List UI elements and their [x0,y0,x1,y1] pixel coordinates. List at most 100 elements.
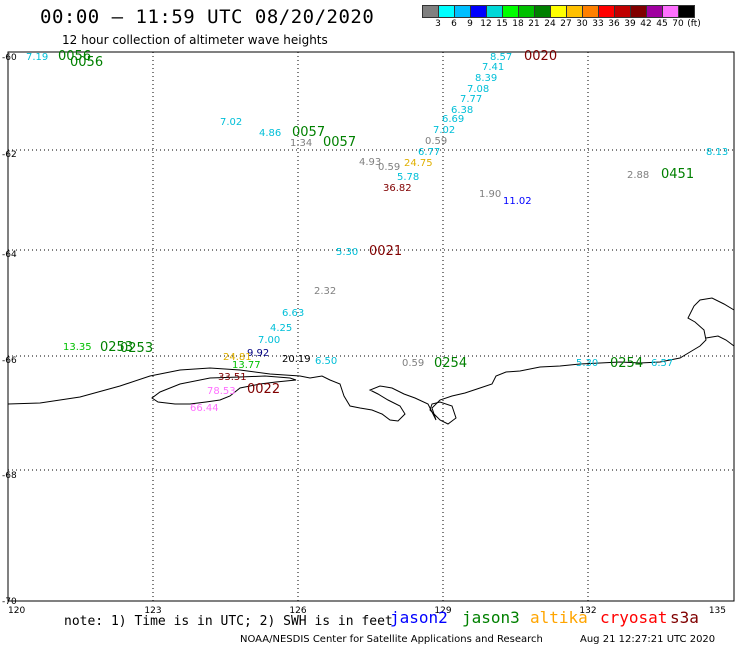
observation-label: 4.25 [270,323,292,334]
observation-label: 0253 [120,341,153,356]
latitude-label: -66 [2,356,17,366]
latitude-labels: -60 -62 -64 -66 -68 -70 [2,53,17,607]
latitude-label: -62 [2,150,17,160]
map-subtitle: 12 hour collection of altimeter wave hei… [62,33,328,47]
longitude-label: 135 [709,606,726,616]
latitude-label: -70 [2,597,17,607]
observation-label: 9.92 [247,348,269,359]
colorbar-label: 9 [467,19,473,29]
observation-label: 20.19 [282,354,311,365]
observation-label: 7.77 [460,94,482,105]
observation-label: 6.63 [282,308,304,319]
observation-label: 4.86 [259,128,281,139]
observation-label: 4.93 [359,157,381,168]
observation-label: 0022 [247,382,280,397]
observation-label: 36.82 [383,183,412,194]
longitude-labels: 120 123 126 129 132 135 [8,606,726,616]
mission-altika: altika [530,608,588,627]
observation-label: 0057 [323,135,356,150]
antarctic-coastline [7,297,735,422]
observation-label: 13.35 [63,342,92,353]
map-frame [7,51,735,602]
colorbar-label: 3 [435,19,441,29]
observation-label: 7.02 [433,125,455,136]
latitude-label: -64 [2,250,17,260]
observation-label: 0056 [58,49,91,64]
longitude-label: 126 [289,606,306,616]
observation-label: 0.59 [402,358,424,369]
observation-label: 24.81 [223,352,252,363]
mission-jason2: jason2 [390,608,448,627]
observation-label: 7.41 [482,62,504,73]
observation-label: 33.51 [218,372,247,383]
coastline-island [151,375,297,405]
observation-label: 7.19 [26,52,48,63]
colorbar-label: 27 [560,19,572,29]
observation-label: 2.32 [314,286,336,297]
observation-label: 6.38 [451,105,473,116]
colorbar-label: 70 [672,19,684,29]
longitude-label: 132 [579,606,596,616]
wave-height-colorbar: 3 6 9 12 15 18 21 24 27 30 33 36 39 42 45 70 (ft) [422,5,701,32]
graticule [8,52,734,601]
observation-label: 8.13 [706,147,728,158]
colorbar-label: 6 [451,19,457,29]
observation-label: 0.59 [425,136,447,147]
observation-label: 6.57 [651,358,673,369]
observation-label: 5.30 [576,358,598,369]
longitude-label: 129 [434,606,451,616]
colorbar-label: 18 [512,19,524,29]
colorbar-label: 33 [592,19,604,29]
longitude-label: 123 [144,606,161,616]
observation-label: 7.02 [220,117,242,128]
observation-label: 0253 [100,340,133,355]
observation-label: 0451 [661,167,694,182]
observation-label: 1.90 [479,189,501,200]
observation-label: 2.88 [627,170,649,181]
colorbar-swatch [678,5,695,18]
observation-label: 0254 [610,356,643,371]
observation-label: 8.39 [475,73,497,84]
observation-label: 0056 [70,55,103,70]
colorbar-label: 21 [528,19,540,29]
observation-label: 0021 [369,244,402,259]
observation-label: 6.77 [418,147,440,158]
observation-label: 0254 [434,356,467,371]
map-title: 00:00 – 11:59 UTC 08/20/2020 [40,6,375,28]
latitude-label: -60 [2,53,17,63]
coastline-inlet [429,401,457,425]
observation-label: 1.34 [290,138,312,149]
colorbar-labels: 3 6 9 12 15 18 21 24 27 30 33 36 39 42 45 70 (ft) [422,18,701,32]
mission-jason3: jason3 [462,608,520,627]
latitude-label: -68 [2,471,17,481]
longitude-label: 120 [8,606,25,616]
observation-label: 8.57 [490,52,512,63]
observation-label: 6.50 [315,356,337,367]
observation-label: 0.59 [378,162,400,173]
observation-label: 11.02 [503,196,532,207]
observation-label: 7.00 [258,335,280,346]
observation-label: 0057 [292,125,325,140]
colorbar-swatches [422,5,695,18]
colorbar-label: 42 [640,19,652,29]
mission-s3a: s3a [670,608,699,627]
observation-label: 0020 [524,49,557,64]
observation-label: 7.08 [467,84,489,95]
observation-label: 78.53 [207,386,236,397]
observation-label: 24.75 [404,158,433,169]
colorbar-label: 30 [576,19,588,29]
colorbar-label: 24 [544,19,556,29]
colorbar-label: 39 [624,19,636,29]
observation-label: 5.30 [336,247,358,258]
colorbar-label: 45 [656,19,668,29]
colorbar-label: 12 [480,19,492,29]
mission-cryosat: cryosat [600,608,668,627]
timestamp: Aug 21 12:27:21 UTC 2020 [580,634,716,645]
footnote: note: 1) Time is in UTC; 2) SWH is in fe… [64,614,393,629]
coastline-east [705,335,735,347]
observation-labels: 005600567.194.867.02005700571.344.930.59… [26,49,728,414]
observation-label: 13.77 [232,360,261,371]
credit-line: NOAA/NESDIS Center for Satellite Applica… [240,634,543,645]
colorbar-label: (ft) [687,19,701,29]
